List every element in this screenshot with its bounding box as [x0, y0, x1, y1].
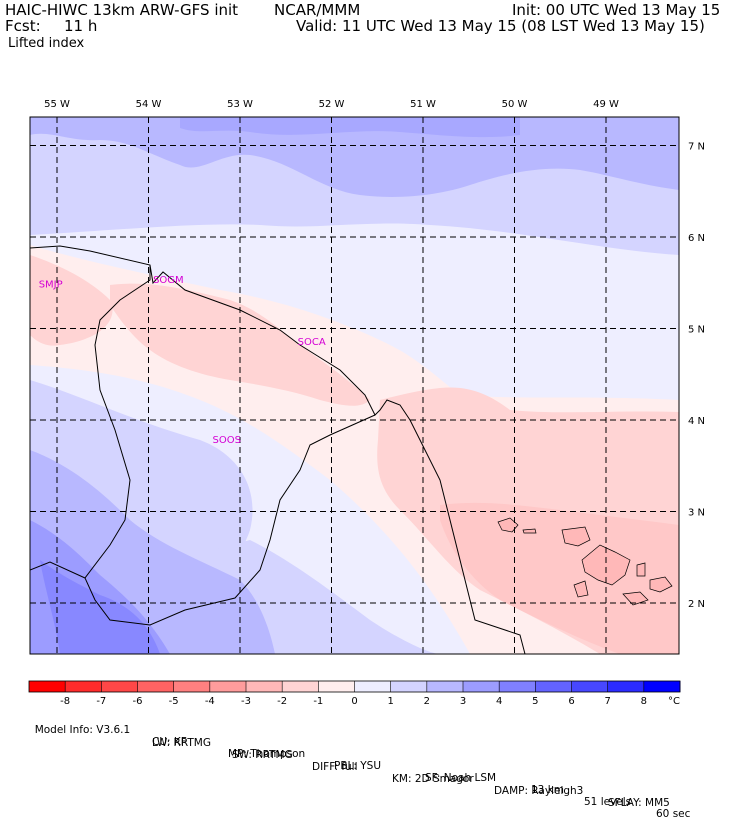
station-label: SMJP — [39, 279, 63, 290]
colorbar-segment — [101, 681, 138, 692]
latitude-label: 5 N — [688, 325, 705, 336]
longitude-label: 52 W — [319, 99, 345, 110]
latitude-label: 2 N — [688, 599, 705, 610]
model-version: Model Info: V3.6.1 — [34, 724, 131, 736]
colorbar-segment — [65, 681, 102, 692]
valid-time: Valid: 11 UTC Wed 13 May 15 (08 LST Wed … — [296, 17, 705, 35]
colorbar-segment — [173, 681, 211, 692]
colorbar-segment — [643, 681, 681, 692]
colorbar-tick-label: -4 — [205, 696, 215, 707]
latitude-labels: 7 N 6 N 5 N 4 N 3 N 2 N — [688, 142, 705, 611]
colorbar-unit: °C — [668, 696, 680, 707]
model-info-line2: LW: RRTMG SW: RRTMG DIFF: full KM: 2D Sm… — [28, 725, 670, 809]
colorbar-tick-label: 2 — [424, 696, 430, 707]
colorbar-tick-label: -3 — [241, 696, 251, 707]
init-time: Init: 00 UTC Wed 13 May 15 — [512, 1, 721, 19]
colorbar-tick-label: -8 — [60, 696, 70, 707]
longitude-label: 49 W — [593, 99, 619, 110]
station-label: SOGM — [153, 275, 184, 286]
latitude-label: 4 N — [688, 416, 705, 427]
colorbar-segment — [426, 681, 464, 692]
colorbar-tick-label: 7 — [604, 696, 610, 707]
model-info-line1: Model Info: V3.6.1 CU: KF MP: Thompson P… — [28, 712, 691, 820]
colorbar-tick-label: 3 — [460, 696, 466, 707]
colorbar-tick-label: 4 — [496, 696, 502, 707]
latitude-label: 7 N — [688, 142, 705, 153]
colorbar-segment — [209, 681, 247, 692]
colorbar-tick-label: -7 — [96, 696, 106, 707]
lifted-index-map: 55 W 54 W 53 W 52 W 51 W 50 W 49 W 7 N 6 N 5 N 4 … — [28, 99, 705, 707]
colorbar-segment — [535, 681, 572, 692]
station-labels: SMJP SOGM SOCA SOOS — [39, 275, 326, 446]
colorbar-ticks: -8 -7 -6 -5 -4 -3 -2 -1 0 1 2 3 4 5 6 7 8 °C — [60, 696, 680, 707]
model-title: HAIC-HIWC 13km ARW-GFS init — [5, 1, 239, 19]
colorbar-tick-label: 6 — [568, 696, 574, 707]
colorbar-segment — [318, 681, 355, 692]
colorbar-segment — [390, 681, 428, 692]
latitude-label: 6 N — [688, 233, 705, 244]
colorbar — [28, 680, 681, 693]
colorbar-tick-label: -6 — [133, 696, 143, 707]
forecast-label: Fcst: — [5, 17, 41, 35]
latitude-label: 3 N — [688, 508, 705, 519]
longitude-label: 51 W — [410, 99, 436, 110]
lifted-index-field — [30, 117, 679, 654]
colorbar-segment — [463, 681, 500, 692]
colorbar-segment — [29, 681, 66, 692]
longitude-label: 50 W — [502, 99, 528, 110]
station-label: SOCA — [298, 337, 326, 348]
diffusion-option: DIFF: full — [312, 761, 358, 773]
colorbar-tick-label: 5 — [532, 696, 538, 707]
km-option: KM: 2D Smagor — [392, 773, 474, 785]
colorbar-segment — [607, 681, 645, 692]
org-label: NCAR/MMM — [274, 1, 361, 19]
colorbar-tick-label: -5 — [169, 696, 179, 707]
colorbar-segment — [137, 681, 175, 692]
colorbar-tick-label: 8 — [641, 696, 647, 707]
longitude-labels: 55 W 54 W 53 W 52 W 51 W 50 W 49 W — [44, 99, 619, 110]
timestep: 60 sec — [656, 808, 691, 820]
lat-lon-grid — [30, 117, 679, 654]
forecast-hour: 11 h — [64, 17, 98, 35]
colorbar-segment — [246, 681, 283, 692]
longitude-label: 55 W — [44, 99, 70, 110]
damping-option: DAMP: Rayleigh3 — [494, 785, 584, 797]
colorbar-segment — [282, 681, 319, 692]
map-frame — [29, 116, 680, 655]
colorbar-segment — [571, 681, 609, 692]
surface-layer-option: SFLAY: MM5 — [608, 797, 670, 809]
colorbar-segment — [354, 681, 392, 692]
shortwave-scheme: SW: RRTMG — [232, 749, 293, 761]
longitude-label: 53 W — [227, 99, 253, 110]
field-name: Lifted index — [8, 36, 85, 51]
colorbar-tick-label: -2 — [277, 696, 287, 707]
colorbar-tick-label: -1 — [313, 696, 323, 707]
colorbar-segment — [499, 681, 536, 692]
colorbar-tick-label: 0 — [351, 696, 357, 707]
colorbar-tick-label: 1 — [387, 696, 393, 707]
longitude-label: 54 W — [136, 99, 162, 110]
longwave-scheme: LW: RRTMG — [152, 737, 211, 749]
station-label: SOOS — [213, 435, 241, 446]
